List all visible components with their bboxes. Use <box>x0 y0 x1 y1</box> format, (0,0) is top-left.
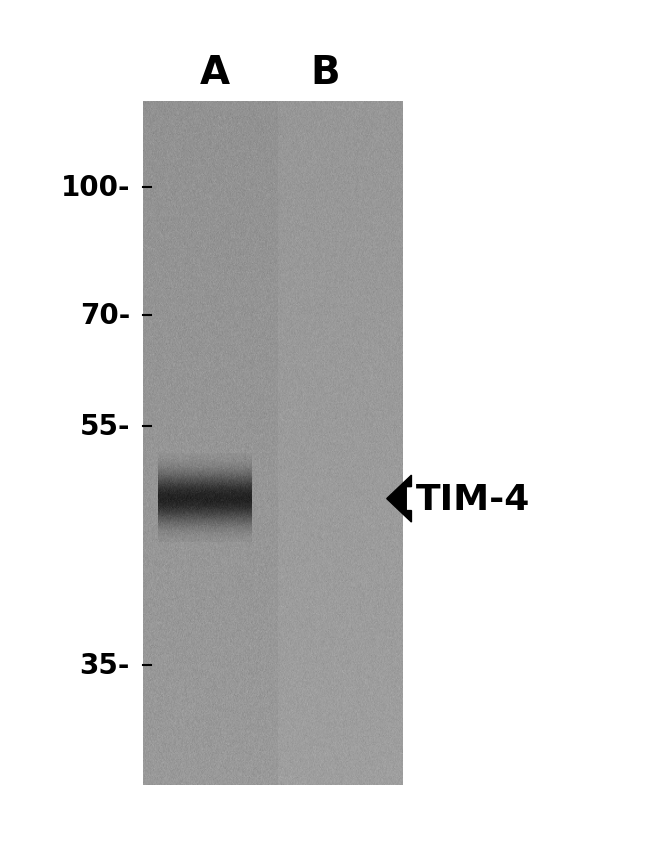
Text: TIM-4: TIM-4 <box>416 482 530 516</box>
FancyArrow shape <box>387 475 411 522</box>
Text: 70-: 70- <box>80 302 130 329</box>
Text: B: B <box>310 54 340 91</box>
Text: 100-: 100- <box>60 174 130 201</box>
Text: 35-: 35- <box>79 652 130 679</box>
Text: A: A <box>200 54 229 91</box>
Text: 55-: 55- <box>79 413 130 440</box>
